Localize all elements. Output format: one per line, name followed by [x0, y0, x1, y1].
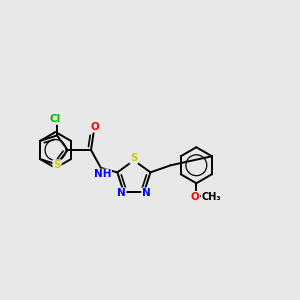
Text: N: N	[142, 188, 151, 198]
Text: NH: NH	[94, 169, 111, 179]
Text: Cl: Cl	[50, 114, 61, 124]
Text: O: O	[190, 192, 199, 202]
Text: S: S	[130, 153, 138, 163]
Text: O: O	[91, 122, 100, 132]
Text: S: S	[53, 160, 61, 170]
Text: N: N	[117, 188, 126, 198]
Text: CH₃: CH₃	[202, 192, 221, 202]
